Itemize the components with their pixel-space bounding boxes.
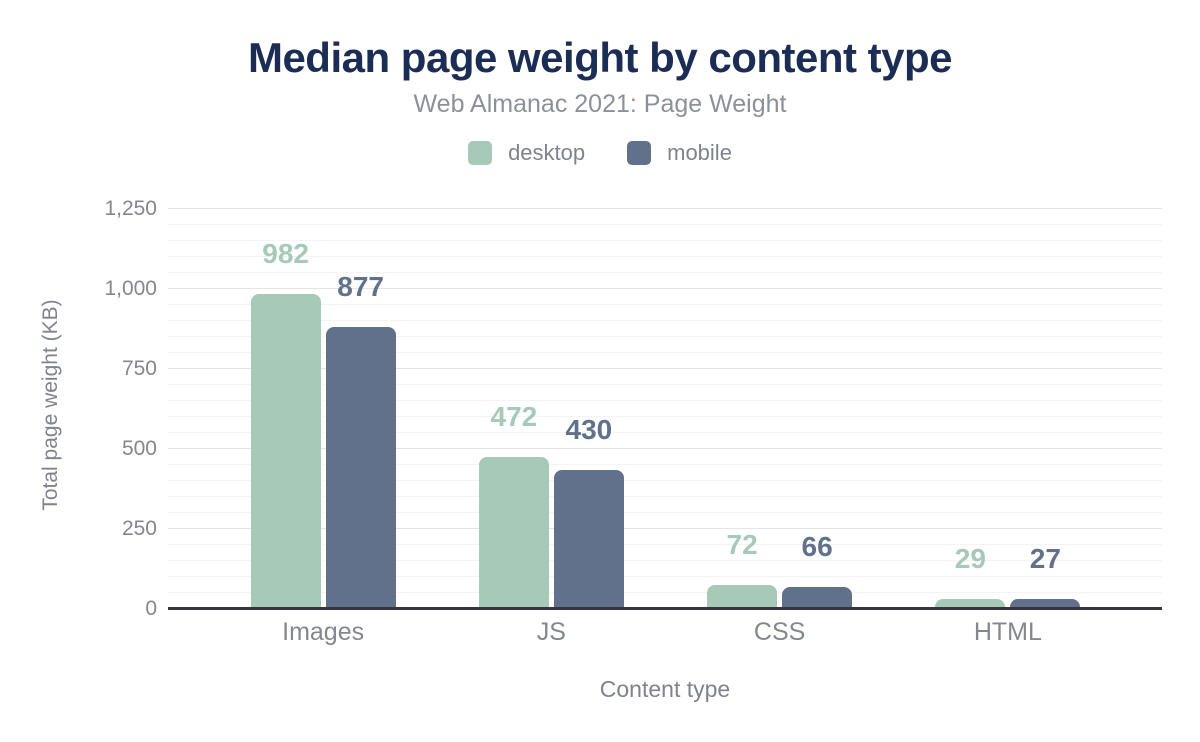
y-axis-ticks: 0 250 500 750 1,000 1,250 [0, 0, 157, 742]
gridline-major [168, 208, 1162, 209]
value-label-mobile-images: 877 [337, 271, 384, 303]
legend-swatch-desktop [468, 141, 493, 165]
value-label-mobile-css: 66 [801, 530, 833, 562]
gridline-minor [168, 512, 1162, 513]
x-axis-line [168, 607, 1162, 610]
legend-item-desktop: desktop [468, 140, 585, 166]
gridline-minor [168, 240, 1162, 241]
gridline-minor [168, 480, 1162, 481]
legend-item-mobile: mobile [627, 140, 732, 166]
chart-title: Median page weight by content type [247, 34, 953, 81]
legend-swatch-mobile [627, 141, 652, 165]
gridline-minor [168, 592, 1162, 593]
y-tick-label: 1,000 [104, 277, 157, 300]
gridline-minor [168, 320, 1162, 321]
x-tick-label-css: CSS [753, 618, 806, 646]
value-label-desktop-css: 72 [726, 528, 758, 560]
x-tick-label-js: JS [536, 618, 566, 646]
bar-mobile-css: 66 [782, 532, 853, 608]
gridline-major [168, 448, 1162, 449]
y-tick-label: 0 [145, 597, 157, 620]
value-label-mobile-html: 27 [1029, 543, 1061, 575]
gridline-minor [168, 432, 1162, 433]
gridline-minor [168, 400, 1162, 401]
x-axis-ticks: Images JS CSS HTML [168, 618, 1162, 647]
y-tick-label: 1,250 [104, 197, 157, 220]
gridline-minor [168, 352, 1162, 353]
gridline-minor [168, 384, 1162, 385]
plot-area: 982 877 472 430 72 66 29 27 [168, 208, 1162, 610]
gridline-minor [168, 496, 1162, 497]
bar-mobile-images: 877 [325, 273, 396, 608]
bar-mobile-html: 27 [1010, 545, 1081, 608]
value-label-desktop-html: 29 [954, 542, 986, 574]
bar-group-images: 982 877 [209, 208, 437, 608]
y-tick-label: 500 [121, 437, 157, 460]
gridline-minor [168, 544, 1162, 545]
gridline-major [168, 288, 1162, 289]
gridline-minor [168, 256, 1162, 257]
bar-desktop-images: 982 [250, 239, 321, 608]
gridline-minor [168, 224, 1162, 225]
bar-group-html: 29 27 [894, 208, 1122, 608]
bar-desktop-html: 29 [935, 544, 1006, 608]
gridline-minor [168, 576, 1162, 577]
value-label-mobile-js: 430 [565, 414, 613, 446]
gridline-major [168, 528, 1162, 529]
legend-label: mobile [667, 140, 732, 165]
y-tick-label: 750 [121, 357, 157, 380]
x-axis-title: Content type [599, 676, 731, 702]
legend-label: desktop [508, 140, 586, 165]
chart-legend: desktop mobile [0, 140, 1200, 166]
gridline-minor [168, 560, 1162, 561]
gridline-minor [168, 464, 1162, 465]
bar-desktop-css: 72 [707, 530, 778, 608]
y-tick-label: 250 [121, 517, 157, 540]
gridline-major [168, 368, 1162, 369]
chart-subtitle: Web Almanac 2021: Page Weight [413, 90, 787, 118]
bar-group-css: 72 66 [666, 208, 894, 608]
gridline-minor [168, 272, 1162, 273]
bar-groups: 982 877 472 430 72 66 29 27 [168, 208, 1162, 608]
gridline-minor [168, 304, 1162, 305]
gridline-minor [168, 416, 1162, 417]
bar-mobile-js: 430 [553, 416, 624, 608]
y-axis-title: Total page weight (KB) [39, 299, 62, 511]
x-tick-label-html: HTML [973, 618, 1042, 646]
value-label-desktop-js: 472 [490, 400, 538, 432]
x-tick-label-images: Images [282, 618, 365, 646]
gridline-minor [168, 336, 1162, 337]
value-label-desktop-images: 982 [262, 237, 309, 269]
bar-desktop-js: 472 [478, 402, 549, 608]
bar-group-js: 472 430 [437, 208, 665, 608]
